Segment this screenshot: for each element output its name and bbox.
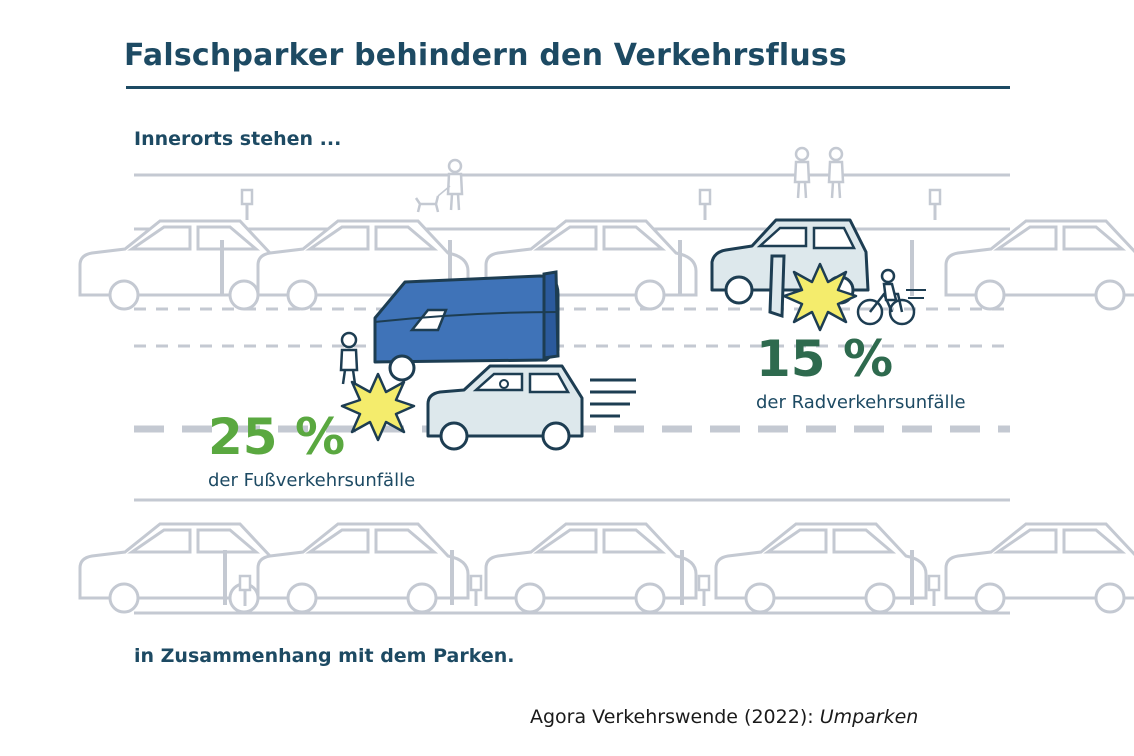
intro-text: Innerorts stehen ...: [134, 128, 342, 150]
parked-cars-top-row: [78, 219, 1134, 311]
pedestrians-icon: [793, 146, 845, 200]
page-title: Falschparker behindern den Verkehrsfluss: [124, 38, 847, 73]
cyclist-accident-value: 15 %: [756, 330, 894, 388]
pedestrian-accident-label: der Fußverkehrsunfälle: [208, 470, 416, 491]
pedestrian-accident-value: 25 %: [208, 408, 346, 466]
title-divider: [126, 86, 1010, 89]
double-parked-van-icon: [373, 270, 560, 382]
parked-cars-bottom-row: [78, 522, 1134, 614]
outro-text: in Zusammenhang mit dem Parken.: [134, 645, 515, 667]
person-with-dog-icon: [414, 158, 464, 213]
pedestrian-icon: [339, 331, 359, 385]
moving-car-icon: [426, 364, 636, 451]
cyclist-accident-label: der Radverkehrsunfälle: [756, 392, 966, 413]
cyclist-icon: [856, 268, 926, 326]
source-credit: Agora Verkehrswende (2022): Umparken: [530, 706, 918, 728]
pedestrian-accident-stat: 25 % der Fußverkehrsunfälle: [208, 412, 415, 491]
parking-sign-icon: [240, 188, 942, 222]
source-year: (2022):: [744, 706, 814, 728]
source-author: Agora Verkehrswende: [530, 706, 738, 728]
dooring-collision-icon: [782, 262, 858, 332]
cyclist-accident-stat: 15 % der Radverkehrsunfälle: [756, 334, 966, 413]
source-publication: Umparken: [819, 706, 919, 728]
